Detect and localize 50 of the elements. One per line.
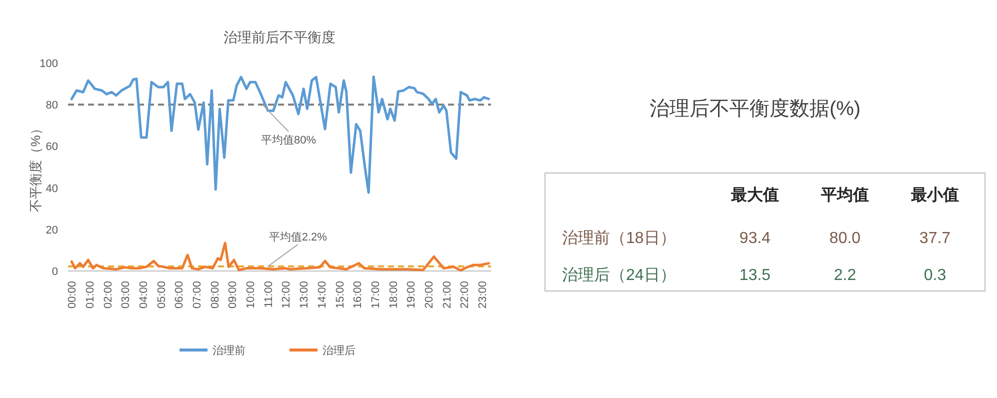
line-series — [70, 242, 490, 272]
y-tick-label: 0 — [52, 266, 58, 278]
data-label: 0.3 — [924, 267, 946, 284]
data-label: 80.0 — [829, 230, 861, 247]
data-label: 2.2 — [834, 267, 856, 284]
x-tick-label: 23:00 — [477, 281, 490, 309]
y-tick-label: 100 — [40, 58, 58, 70]
x-tick-label: 19:00 — [406, 281, 418, 309]
x-tick-label: 11:00 — [262, 281, 275, 308]
x-tick-label: 03:00 — [120, 281, 132, 309]
x-tick-label: 10:00 — [245, 281, 258, 309]
ref-line-label: 平均值80% — [261, 134, 316, 147]
x-tick-label: 15:00 — [334, 281, 346, 309]
x-tick-label: 07:00 — [192, 281, 204, 309]
x-tick-label: 20:00 — [424, 281, 436, 309]
x-tick-label: 21:00 — [441, 281, 454, 309]
y-tick-label: 80 — [46, 100, 58, 112]
x-tick-label: 12:00 — [280, 281, 293, 309]
x-tick-label: 17:00 — [370, 281, 382, 309]
category-label: 最大值 — [730, 186, 779, 204]
y-axis-title: 不平衡度（%） — [28, 122, 43, 212]
legend-label: 治理前（18日） — [562, 229, 676, 247]
y-tick-label: 60 — [46, 141, 58, 154]
ref-line-label: 平均值2.2% — [268, 231, 328, 244]
x-tick-label: 13:00 — [298, 281, 311, 309]
data-label: 13.5 — [739, 267, 771, 284]
x-tick-label: 01:00 — [84, 281, 96, 309]
x-tick-label: 05:00 — [156, 281, 168, 309]
x-tick-label: 02:00 — [102, 281, 114, 309]
data-label: 37.7 — [919, 230, 951, 247]
x-tick-label: 16:00 — [352, 281, 364, 309]
y-tick-label: 20 — [46, 224, 58, 236]
data-label: 93.4 — [739, 230, 771, 247]
x-tick-label: 08:00 — [209, 281, 222, 309]
x-tick-label: 18:00 — [388, 281, 400, 309]
legend-label: 治理后 — [322, 344, 356, 357]
x-tick-label: 00:00 — [66, 281, 79, 309]
x-tick-label: 06:00 — [174, 281, 186, 309]
legend-label: 治理后（24日） — [562, 266, 676, 284]
chart-title: 治理前后不平衡度 — [224, 29, 336, 45]
text: 治理后不平衡度数据(%) — [649, 98, 861, 120]
y-tick-label: 40 — [46, 182, 58, 195]
category-label: 平均值 — [820, 186, 869, 204]
legend-label: 治理前 — [212, 345, 246, 357]
category-label: 最小值 — [910, 186, 959, 204]
x-tick-label: 09:00 — [227, 281, 240, 309]
x-tick-label: 14:00 — [316, 281, 328, 309]
x-tick-label: 04:00 — [138, 281, 150, 309]
x-tick-label: 22:00 — [459, 281, 472, 309]
line-series — [70, 75, 490, 194]
